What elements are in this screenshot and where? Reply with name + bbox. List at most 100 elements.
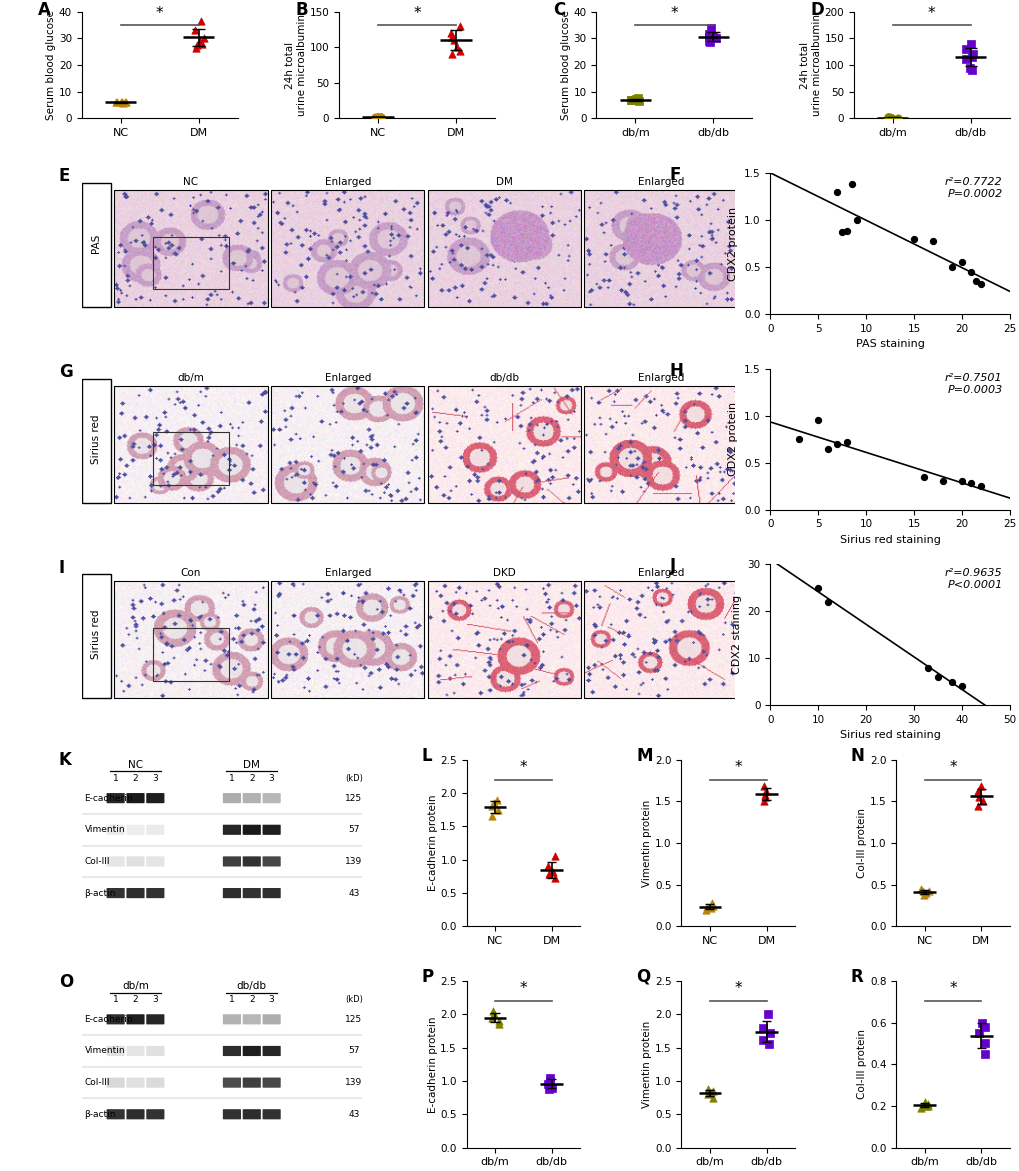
FancyBboxPatch shape: [126, 1014, 145, 1025]
Y-axis label: CDX2 protein: CDX2 protein: [728, 402, 738, 477]
Text: D: D: [809, 1, 823, 19]
Text: *: *: [949, 981, 956, 997]
Point: [972, 477, 988, 495]
Point: [759, 1035, 775, 1054]
Text: Col-III: Col-III: [85, 1078, 110, 1087]
FancyBboxPatch shape: [262, 793, 280, 803]
Text: r²=0.9635
P<0.0001: r²=0.9635 P<0.0001: [944, 568, 1002, 590]
Text: Con: Con: [180, 568, 201, 578]
Text: 57: 57: [347, 826, 360, 834]
FancyBboxPatch shape: [146, 793, 164, 803]
Point: [964, 44, 980, 63]
Text: (kD): (kD): [344, 774, 363, 782]
Text: 139: 139: [344, 1078, 362, 1087]
Text: R: R: [850, 967, 863, 986]
Text: 125: 125: [345, 794, 362, 802]
FancyBboxPatch shape: [146, 1077, 164, 1088]
FancyBboxPatch shape: [243, 856, 261, 867]
Text: F: F: [669, 166, 681, 184]
Point: [969, 1023, 985, 1042]
Point: [367, 108, 383, 126]
Text: Vimentin: Vimentin: [85, 1047, 125, 1055]
Text: Q: Q: [636, 967, 650, 986]
FancyBboxPatch shape: [106, 1077, 124, 1088]
Point: [973, 1013, 989, 1032]
Point: [373, 108, 389, 126]
Point: [880, 108, 897, 126]
Point: [881, 108, 898, 126]
Point: [114, 94, 130, 112]
FancyBboxPatch shape: [82, 183, 111, 307]
Bar: [153, 237, 229, 289]
Point: [919, 882, 935, 900]
Point: [369, 108, 385, 126]
Text: K: K: [59, 752, 71, 769]
FancyBboxPatch shape: [126, 1077, 145, 1088]
Point: [976, 1045, 993, 1063]
FancyBboxPatch shape: [106, 1109, 124, 1119]
Point: [108, 93, 124, 111]
Point: [704, 1088, 720, 1107]
Point: [108, 94, 124, 112]
Point: [754, 1030, 770, 1049]
Point: [442, 23, 459, 42]
Point: [974, 792, 990, 810]
Text: DKD: DKD: [492, 568, 516, 578]
Text: H: H: [669, 362, 683, 379]
Point: [756, 788, 772, 807]
FancyBboxPatch shape: [262, 1109, 280, 1119]
Text: *: *: [734, 760, 741, 775]
FancyBboxPatch shape: [126, 856, 145, 867]
Point: [944, 258, 960, 276]
Text: *: *: [519, 760, 527, 775]
Bar: [427, 385, 581, 502]
Point: [369, 108, 385, 126]
FancyBboxPatch shape: [146, 1109, 164, 1119]
Point: [917, 884, 933, 903]
Point: [879, 108, 896, 126]
Point: [702, 898, 718, 917]
Point: [485, 1005, 501, 1023]
Point: [756, 786, 772, 804]
FancyBboxPatch shape: [126, 1046, 145, 1056]
Point: [755, 778, 771, 796]
Point: [976, 1018, 993, 1036]
Point: [630, 91, 646, 110]
Point: [699, 1084, 715, 1103]
Text: L: L: [421, 746, 431, 765]
FancyBboxPatch shape: [262, 856, 280, 867]
Point: [193, 12, 209, 30]
Text: C: C: [552, 1, 565, 19]
FancyBboxPatch shape: [243, 824, 261, 835]
Point: [848, 211, 864, 230]
Point: [697, 900, 713, 919]
Point: [113, 93, 129, 111]
Point: [451, 16, 468, 35]
FancyBboxPatch shape: [126, 824, 145, 835]
Point: [757, 782, 773, 801]
Text: β-actin: β-actin: [85, 889, 116, 898]
Point: [962, 474, 978, 493]
Point: [819, 439, 836, 458]
Point: [957, 49, 973, 68]
Point: [196, 29, 212, 48]
FancyBboxPatch shape: [82, 574, 111, 698]
FancyBboxPatch shape: [222, 1014, 240, 1025]
Text: NC: NC: [183, 177, 199, 187]
Text: db/m: db/m: [177, 372, 204, 383]
Text: db/db: db/db: [236, 981, 267, 991]
Point: [914, 885, 930, 904]
Point: [117, 93, 133, 111]
Text: N: N: [850, 746, 864, 765]
Text: Enlarged: Enlarged: [324, 177, 371, 187]
Point: [944, 672, 960, 691]
Point: [975, 1034, 991, 1053]
Text: Vimentin: Vimentin: [85, 826, 125, 834]
Point: [370, 108, 386, 126]
Point: [919, 1095, 935, 1114]
Text: 3: 3: [152, 995, 158, 1004]
Text: 3: 3: [268, 995, 274, 1004]
FancyBboxPatch shape: [243, 888, 261, 898]
FancyBboxPatch shape: [146, 824, 164, 835]
Point: [624, 90, 640, 109]
